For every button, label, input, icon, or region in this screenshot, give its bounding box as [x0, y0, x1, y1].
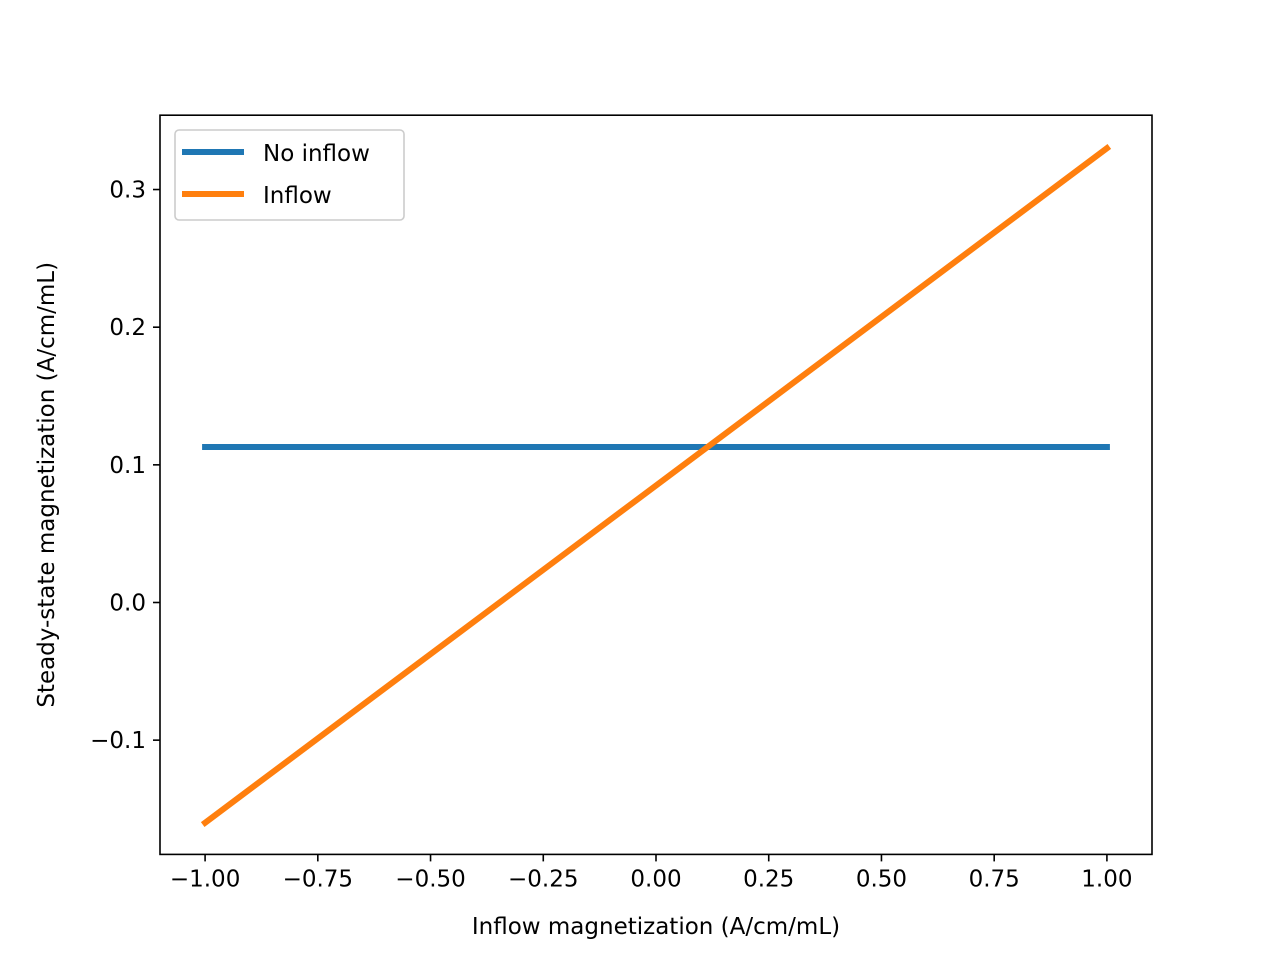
- legend-label-no-inflow: No inflow: [263, 141, 370, 167]
- x-tick-label: 0.00: [630, 866, 681, 892]
- y-tick-label: 0.0: [109, 590, 146, 616]
- x-tick-label: −1.00: [170, 866, 240, 892]
- y-tick-label: 0.2: [109, 315, 146, 341]
- x-tick-label: −0.25: [508, 866, 578, 892]
- series-line-inflow: [200, 144, 1112, 827]
- legend-label-inflow: Inflow: [263, 183, 332, 209]
- y-ticks: −0.1 0.0 0.1 0.2 0.3: [90, 178, 160, 754]
- legend: No inflow Inflow: [174, 129, 405, 221]
- x-tick-label: 0.25: [743, 866, 794, 892]
- y-tick-label: 0.1: [109, 453, 146, 479]
- x-ticks: −1.00 −0.75 −0.50 −0.25 0.00 0.25 0.50 0.75 1.00: [170, 854, 1133, 892]
- x-tick-label: 1.00: [1081, 866, 1132, 892]
- series-layer: [200, 144, 1112, 827]
- x-tick-label: −0.75: [283, 866, 353, 892]
- x-tick-label: 0.50: [856, 866, 907, 892]
- x-tick-label: 0.75: [969, 866, 1020, 892]
- x-tick-label: −0.50: [395, 866, 465, 892]
- x-axis-label: Inflow magnetization (A/cm/mL): [472, 914, 840, 940]
- y-tick-label: 0.3: [109, 178, 146, 204]
- y-tick-label: −0.1: [90, 728, 146, 754]
- y-axis-label: Steady-state magnetization (A/cm/mL): [34, 262, 60, 708]
